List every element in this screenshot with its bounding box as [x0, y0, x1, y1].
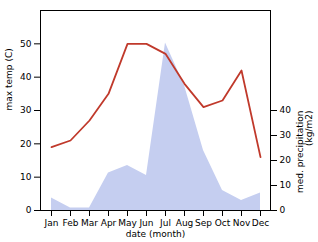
- svg-text:Jun: Jun: [138, 218, 153, 228]
- svg-text:date (month): date (month): [126, 229, 185, 239]
- svg-text:40: 40: [280, 105, 292, 115]
- svg-text:Jul: Jul: [159, 218, 171, 228]
- svg-text:May: May: [118, 218, 137, 228]
- svg-text:10: 10: [280, 180, 292, 190]
- svg-text:Dec: Dec: [252, 218, 269, 228]
- svg-text:Sep: Sep: [195, 218, 212, 228]
- svg-text:20: 20: [20, 139, 32, 149]
- svg-text:10: 10: [20, 172, 32, 182]
- svg-text:Nov: Nov: [233, 218, 251, 228]
- svg-text:40: 40: [20, 72, 32, 82]
- svg-text:20: 20: [280, 155, 292, 165]
- svg-text:med. precipitation(kg/m2): med. precipitation(kg/m2): [295, 111, 314, 193]
- svg-text:Feb: Feb: [63, 218, 79, 228]
- svg-text:max temp (C): max temp (C): [4, 48, 14, 110]
- svg-text:0: 0: [26, 205, 32, 215]
- svg-text:30: 30: [280, 130, 292, 140]
- svg-text:Mar: Mar: [81, 218, 98, 228]
- svg-text:30: 30: [20, 105, 32, 115]
- svg-text:0: 0: [280, 205, 286, 215]
- svg-text:Jan: Jan: [44, 218, 59, 228]
- svg-text:Oct: Oct: [215, 218, 231, 228]
- svg-text:Apr: Apr: [101, 218, 117, 228]
- svg-text:Aug: Aug: [176, 218, 194, 228]
- svg-text:50: 50: [20, 39, 32, 49]
